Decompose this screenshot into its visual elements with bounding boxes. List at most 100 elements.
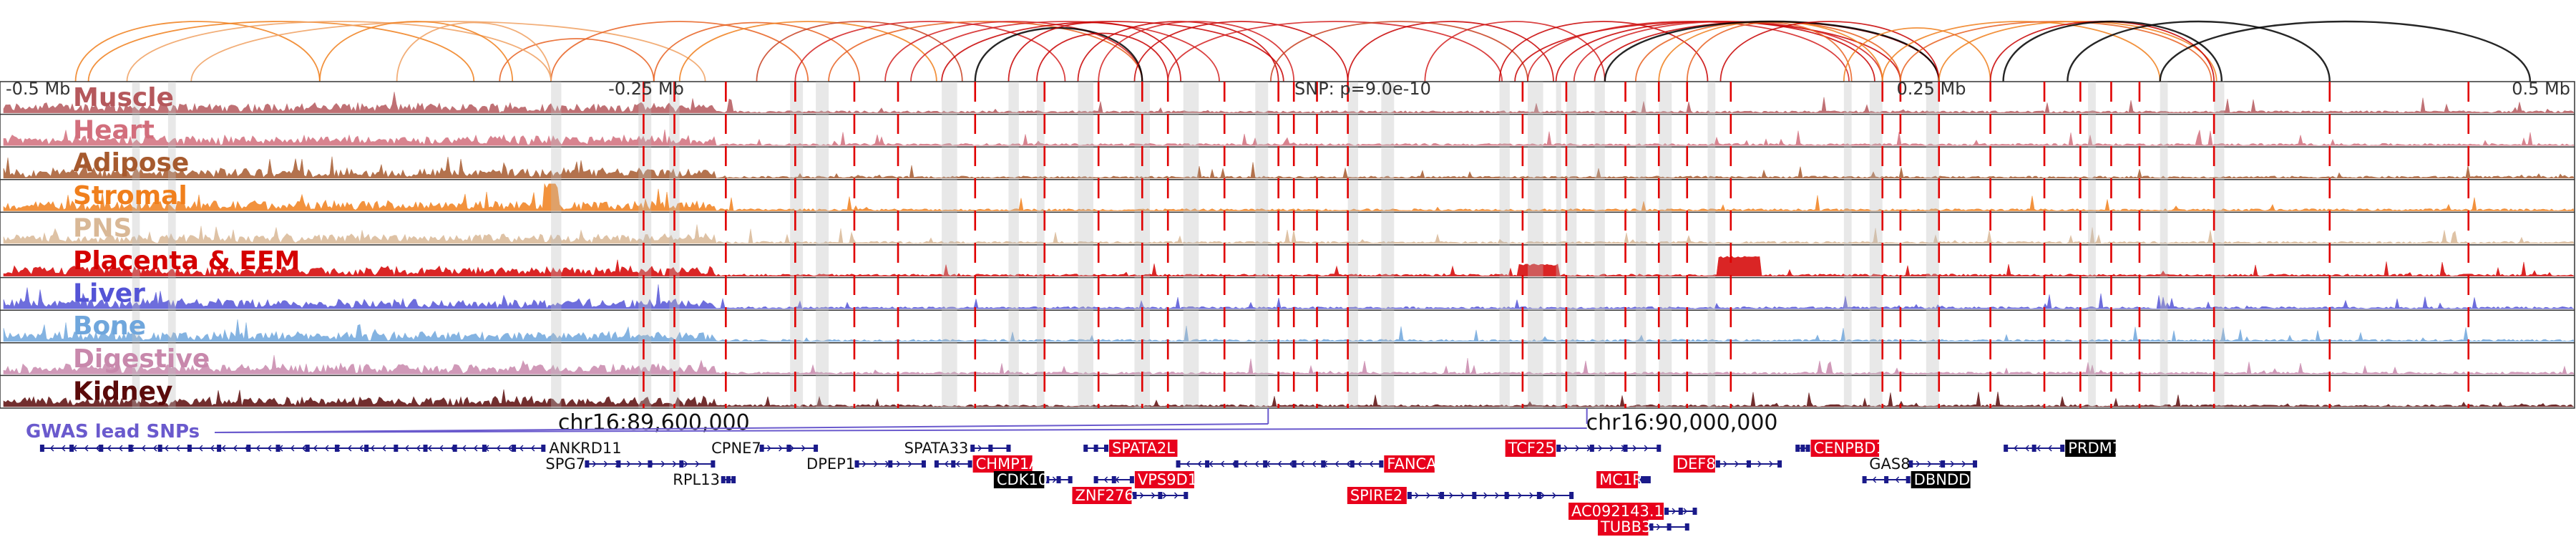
interaction-arc	[910, 21, 1220, 82]
gene-label: SPATA2L	[1112, 440, 1175, 457]
strand-chevron	[767, 445, 771, 452]
gene-exon	[585, 460, 590, 468]
interaction-arc	[318, 21, 514, 82]
gene-exon	[541, 445, 546, 452]
interaction-arc	[1036, 32, 1169, 82]
strand-chevron	[1115, 476, 1120, 483]
strand-chevron	[152, 445, 157, 452]
strand-chevron	[416, 445, 421, 452]
strand-chevron	[1927, 460, 1932, 468]
gene-exon	[648, 460, 653, 468]
strand-chevron	[1723, 460, 1727, 468]
gene-exon	[1292, 460, 1297, 468]
interaction-arc	[1424, 21, 1606, 82]
gene-exon	[726, 476, 731, 483]
strand-chevron	[1609, 445, 1614, 452]
strand-chevron	[462, 445, 467, 452]
strand-chevron	[370, 445, 375, 452]
gene-exon	[99, 445, 104, 452]
gene-exon	[854, 460, 859, 468]
gwas-label: GWAS lead SNPs	[26, 421, 200, 442]
gene-label-bg	[2065, 440, 2116, 457]
gene-label: SPIRE2	[1350, 487, 1402, 504]
gene-label: ANKRD11	[549, 440, 621, 457]
gene-exon	[1777, 460, 1782, 468]
strand-chevron	[1667, 523, 1672, 531]
strand-chevron	[1369, 460, 1374, 468]
gene-exon	[1205, 460, 1210, 468]
strand-chevron	[175, 445, 180, 452]
highlight-region	[1659, 82, 1672, 408]
gene-exon	[711, 460, 716, 468]
signal-bone	[3, 319, 2575, 342]
gene-exon	[217, 445, 222, 452]
highlight-region	[167, 82, 176, 408]
gene-exon	[1234, 460, 1239, 468]
gene-track: ANKRD11SPG7RPL13CPNE7DPEP1SPATA33CHMP1AC…	[39, 440, 2122, 536]
strand-chevron	[989, 445, 994, 452]
gwas-track: GWAS lead SNPs	[26, 408, 1588, 442]
strand-chevron	[72, 445, 77, 452]
scale-label: 0.25 Mb	[1896, 79, 1966, 99]
strand-chevron	[1757, 460, 1762, 468]
gene-label-bg	[993, 471, 1045, 488]
strand-chevron	[484, 445, 489, 452]
gene-exon	[1667, 523, 1672, 531]
strand-chevron	[1300, 460, 1305, 468]
gene-exon	[1006, 445, 1011, 452]
strand-chevron	[1335, 460, 1340, 468]
gene-label: MC1R	[1599, 471, 1643, 488]
strand-chevron	[473, 445, 478, 452]
strand-chevron	[1961, 460, 1966, 468]
interaction-arc	[190, 21, 706, 82]
strand-chevron	[1598, 445, 1603, 452]
interaction-arc	[396, 21, 552, 82]
gene-exon	[1440, 492, 1445, 499]
signal-heart	[3, 130, 2575, 146]
gene-exon	[1678, 508, 1683, 515]
strand-chevron	[130, 445, 135, 452]
strand-chevron	[381, 445, 386, 452]
strand-chevron	[1289, 460, 1294, 468]
strand-chevron	[1529, 492, 1533, 499]
interaction-arc	[74, 21, 321, 82]
strand-chevron	[1209, 460, 1214, 468]
gene-exon	[364, 445, 369, 452]
gene-label: DBNDD1	[1914, 471, 1980, 488]
highlight-region	[638, 82, 652, 408]
gene-label: RPL13	[673, 471, 720, 488]
scale-bar: -0.5 Mb -0.25 Mb SNP: p=9.0e-10 0.25 Mb 0.5 …	[6, 79, 2570, 99]
gene-exon	[1692, 508, 1697, 515]
highlight-region	[2088, 82, 2096, 408]
strand-chevron	[897, 460, 901, 468]
track-label: Adipose	[73, 148, 189, 178]
gene-exon	[1805, 445, 1810, 452]
gene-label: DPEP1	[806, 455, 855, 473]
signal-kidney	[3, 389, 2575, 407]
strand-chevron	[683, 460, 688, 468]
strand-chevron	[801, 445, 806, 452]
interaction-arc	[794, 21, 1066, 82]
track-label: Kidney	[73, 377, 173, 406]
gene-label-bg	[972, 455, 1033, 473]
gene-exon	[482, 445, 487, 452]
strand-chevron	[1052, 476, 1057, 483]
gene-label: CHMP1A	[976, 455, 1040, 473]
strand-chevron	[1415, 492, 1419, 499]
highlight-region	[1528, 82, 1543, 408]
strand-chevron	[347, 445, 352, 452]
gene-exon	[1472, 492, 1477, 499]
highlight-region	[816, 82, 829, 408]
strand-chevron	[862, 460, 867, 468]
gene-exon	[1908, 460, 1913, 468]
gene-exon	[1795, 445, 1800, 452]
strand-chevron	[2025, 445, 2029, 452]
strand-chevron	[1656, 523, 1661, 531]
gene-exon	[69, 445, 74, 452]
strand-chevron	[1495, 492, 1499, 499]
interaction-arc	[1604, 20, 1940, 82]
gene-exon	[1083, 445, 1088, 452]
interaction-arc	[1843, 27, 1991, 82]
interaction-arc	[828, 21, 1143, 82]
strand-chevron	[244, 445, 249, 452]
